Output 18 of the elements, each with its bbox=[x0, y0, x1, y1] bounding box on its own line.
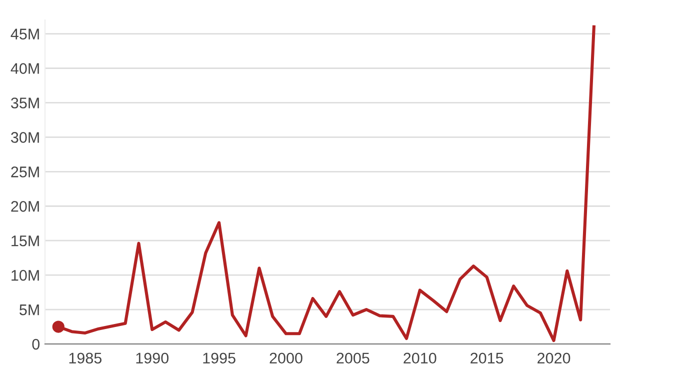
x-tick-label: 1985 bbox=[69, 352, 102, 364]
y-tick-label: 35M bbox=[11, 98, 39, 108]
x-tick-label: 1990 bbox=[136, 352, 169, 364]
y-tick-label: 5M bbox=[20, 304, 39, 316]
x-tick-label: 2020 bbox=[538, 352, 570, 364]
y-tick-label: 25M bbox=[11, 166, 39, 178]
y-tick-label: 40M bbox=[10, 63, 39, 74]
x-tick-label: 1995 bbox=[203, 352, 236, 364]
x-tick-label: 2000 bbox=[270, 352, 302, 364]
y-tick-label: 45M bbox=[10, 28, 39, 40]
y-tick-label: 0 bbox=[32, 338, 40, 350]
x-tick-label: 2005 bbox=[336, 352, 370, 364]
y-tick-label: 10M bbox=[12, 270, 39, 281]
y-tick-label: 15M bbox=[12, 236, 39, 246]
x-tick-label: 2015 bbox=[470, 352, 504, 364]
y-tick-label: 30M bbox=[11, 132, 39, 143]
x-tick-label: 2010 bbox=[404, 352, 436, 364]
y-tick-label: 20M bbox=[11, 200, 39, 212]
